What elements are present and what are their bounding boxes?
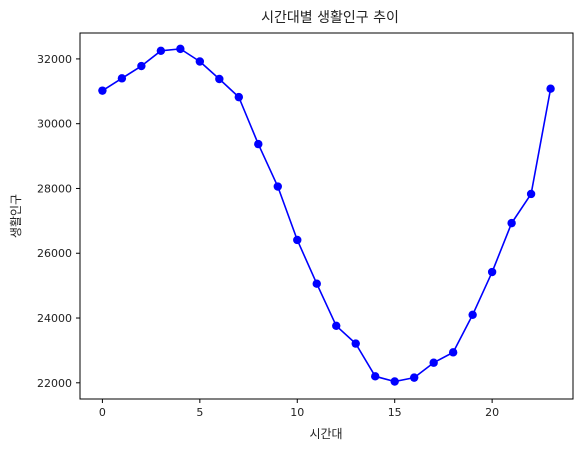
data-point <box>429 358 438 367</box>
y-tick-label: 24000 <box>37 312 72 325</box>
data-point <box>526 189 536 199</box>
data-point <box>468 310 477 319</box>
data-point <box>215 74 224 84</box>
data-point <box>487 267 497 277</box>
x-tick-label: 0 <box>99 406 106 419</box>
data-point <box>546 84 555 93</box>
chart-title: 시간대별 생활인구 추이 <box>261 10 399 26</box>
y-tick-label: 30000 <box>37 118 72 131</box>
data-point <box>312 279 321 288</box>
data-point <box>409 373 419 382</box>
data-point <box>371 372 380 381</box>
x-tick-label: 10 <box>290 406 304 419</box>
x-axis-ticks: 0 5 10 15 20 <box>99 399 499 419</box>
data-point <box>390 377 399 386</box>
x-tick-label: 20 <box>485 406 499 419</box>
y-tick-label: 32000 <box>37 53 72 66</box>
data-point <box>507 218 516 228</box>
data-point <box>137 61 146 71</box>
data-point <box>254 139 263 149</box>
y-axis-ticks: 22000 24000 26000 28000 30000 32000 <box>37 53 80 390</box>
y-axis-label: 생활인구 <box>9 194 23 238</box>
data-point <box>351 339 360 348</box>
x-axis-label: 시간대 <box>309 427 342 441</box>
data-point <box>117 74 127 83</box>
x-tick-label: 5 <box>196 406 203 419</box>
x-tick-label: 15 <box>388 406 402 419</box>
data-point <box>234 92 244 102</box>
data-point <box>156 46 166 56</box>
plot-area: 0 5 10 15 20 22000 24000 26000 28000 30000 32000 <box>37 32 574 419</box>
plot-frame <box>79 32 574 400</box>
series-layer <box>98 44 555 386</box>
data-point <box>293 235 302 245</box>
data-point <box>448 348 458 357</box>
data-point <box>195 57 205 66</box>
y-tick-label: 22000 <box>37 377 72 390</box>
y-tick-label: 26000 <box>37 247 72 260</box>
y-tick-label: 28000 <box>37 182 72 195</box>
data-point <box>332 321 341 330</box>
data-point <box>273 182 282 191</box>
data-point <box>98 86 107 95</box>
data-point <box>176 44 185 54</box>
